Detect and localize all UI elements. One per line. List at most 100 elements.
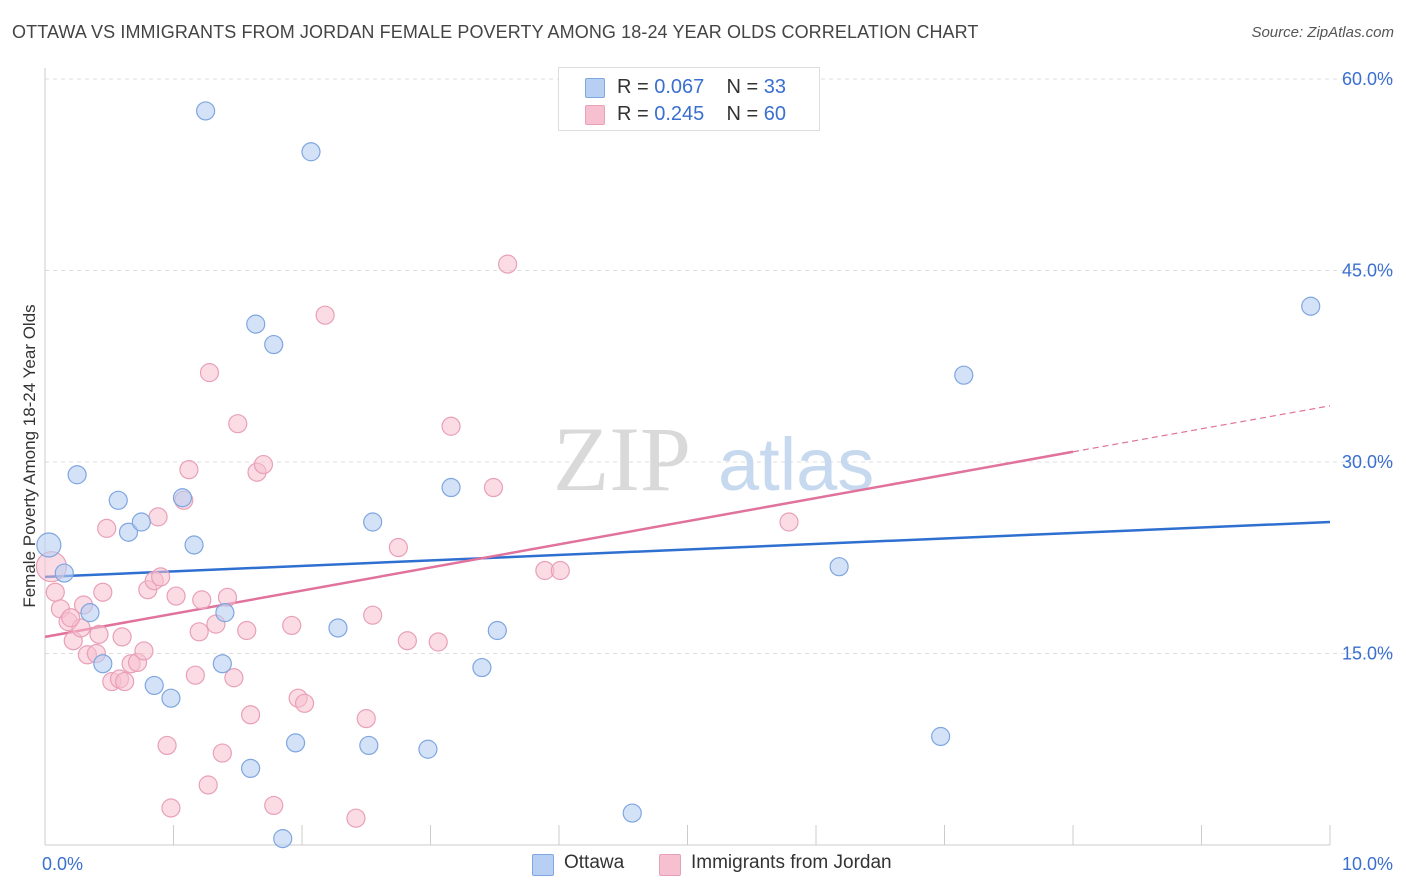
ottawa-point bbox=[359, 735, 379, 756]
jordan-point bbox=[93, 582, 113, 602]
y-tick-label: 60.0% bbox=[1342, 69, 1393, 89]
ottawa-point bbox=[161, 688, 181, 708]
jordan-point bbox=[166, 586, 186, 606]
watermark-zip: ZIP bbox=[553, 408, 691, 510]
jordan-r-label: R = bbox=[617, 103, 655, 125]
ottawa-point bbox=[131, 512, 151, 532]
ottawa-point bbox=[246, 314, 266, 334]
chart-title: OTTAWA VS IMMIGRANTS FROM JORDAN FEMALE … bbox=[12, 22, 979, 42]
y-axis-label: Female Poverty Among 18-24 Year Olds bbox=[20, 304, 39, 607]
axes bbox=[44, 68, 1331, 846]
jordan-point bbox=[134, 641, 154, 661]
watermark-atlas: atlas bbox=[718, 423, 874, 506]
jordan-point bbox=[189, 622, 209, 642]
ottawa-point bbox=[472, 657, 492, 678]
ottawa-point bbox=[108, 490, 128, 510]
jordan-point bbox=[115, 671, 135, 692]
jordan-point bbox=[112, 627, 132, 647]
chart-source: Source: ZipAtlas.com bbox=[1251, 24, 1394, 41]
jordan-point bbox=[346, 808, 366, 828]
jordan-point bbox=[185, 665, 205, 685]
jordan-point bbox=[441, 416, 461, 436]
bottom-jordan-label: Immigrants from Jordan bbox=[691, 852, 892, 873]
watermark: ZIP atlas bbox=[553, 408, 874, 510]
ottawa-point bbox=[241, 758, 261, 779]
jordan-point bbox=[224, 668, 244, 688]
y-tick-label: 30.0% bbox=[1342, 452, 1393, 472]
ottawa-point bbox=[144, 675, 164, 696]
jordan-point bbox=[199, 363, 220, 383]
jordan-n-label: N = bbox=[726, 103, 764, 125]
ottawa-point bbox=[441, 477, 461, 498]
jordan-point bbox=[498, 254, 518, 274]
bottom-jordan-swatch bbox=[659, 854, 681, 876]
ottawa-point bbox=[285, 733, 306, 753]
ottawa-point bbox=[264, 334, 284, 355]
jordan-point bbox=[550, 560, 570, 581]
ottawa-point bbox=[1301, 296, 1321, 316]
jordan-point bbox=[61, 608, 81, 628]
jordan-point bbox=[253, 454, 274, 475]
jordan-point bbox=[315, 305, 335, 325]
y-tick-label: 45.0% bbox=[1342, 261, 1393, 281]
jordan-point bbox=[198, 775, 218, 795]
bottom-ottawa-swatch bbox=[532, 854, 554, 876]
jordan-point bbox=[45, 582, 65, 602]
jordan-trend-line-extension bbox=[1072, 405, 1331, 453]
ottawa-point bbox=[622, 803, 642, 823]
ottawa-point bbox=[196, 101, 216, 121]
ottawa-point bbox=[93, 654, 113, 674]
jordan-point bbox=[397, 631, 417, 651]
jordan-point bbox=[779, 512, 799, 532]
ottawa-swatch bbox=[585, 78, 605, 98]
jordan-point bbox=[294, 693, 315, 713]
ottawa-point bbox=[328, 618, 348, 638]
ottawa-r-value: 0.067 bbox=[654, 76, 705, 98]
y-tick-label: 15.0% bbox=[1342, 644, 1393, 664]
ottawa-n-label: N = bbox=[726, 76, 764, 98]
ottawa-r-label: R = bbox=[617, 76, 655, 98]
jordan-point bbox=[356, 709, 376, 729]
ottawa-point bbox=[54, 563, 74, 583]
ottawa-point bbox=[273, 829, 293, 849]
jordan-swatch bbox=[585, 105, 605, 125]
jordan-point bbox=[428, 632, 448, 652]
tick-labels: 15.0% 30.0% 45.0% 60.0% 0.0% 10.0% bbox=[42, 69, 1393, 874]
jordan-point bbox=[161, 798, 181, 818]
jordan-point bbox=[241, 705, 261, 725]
ottawa-point bbox=[80, 603, 100, 623]
jordan-point bbox=[363, 605, 383, 625]
ottawa-n-value: 33 bbox=[763, 76, 787, 98]
trend-lines bbox=[44, 405, 1331, 639]
jordan-point bbox=[212, 743, 232, 763]
ottawa-point bbox=[829, 557, 849, 577]
jordan-point bbox=[228, 414, 248, 434]
jordan-point bbox=[97, 518, 117, 538]
correlation-legend: R = 0.067 N = 33 R = 0.245 N = 60 bbox=[558, 67, 820, 131]
ottawa-trend-line bbox=[44, 520, 1331, 579]
x-tick-label: 10.0% bbox=[1342, 854, 1393, 874]
jordan-point bbox=[89, 624, 109, 644]
ottawa-point bbox=[67, 465, 87, 485]
jordan-r-value: 0.245 bbox=[654, 103, 705, 125]
jordan-point bbox=[151, 567, 171, 587]
ottawa-point bbox=[36, 532, 62, 558]
ottawa-point bbox=[487, 620, 507, 641]
jordan-point bbox=[388, 537, 408, 558]
jordan-point bbox=[192, 590, 212, 610]
jordan-point bbox=[237, 620, 257, 641]
jordan-point bbox=[148, 507, 168, 527]
ottawa-point bbox=[172, 488, 193, 508]
ottawa-point bbox=[212, 654, 232, 674]
data-points bbox=[35, 101, 1321, 849]
jordan-point bbox=[157, 735, 177, 756]
ottawa-point bbox=[931, 726, 951, 747]
jordan-point bbox=[282, 615, 302, 636]
ottawa-point bbox=[363, 512, 383, 532]
jordan-trend-line bbox=[44, 450, 1074, 639]
ottawa-point bbox=[184, 535, 204, 555]
ottawa-point bbox=[118, 522, 139, 542]
jordan-point bbox=[483, 477, 504, 498]
ottawa-point bbox=[954, 365, 974, 385]
